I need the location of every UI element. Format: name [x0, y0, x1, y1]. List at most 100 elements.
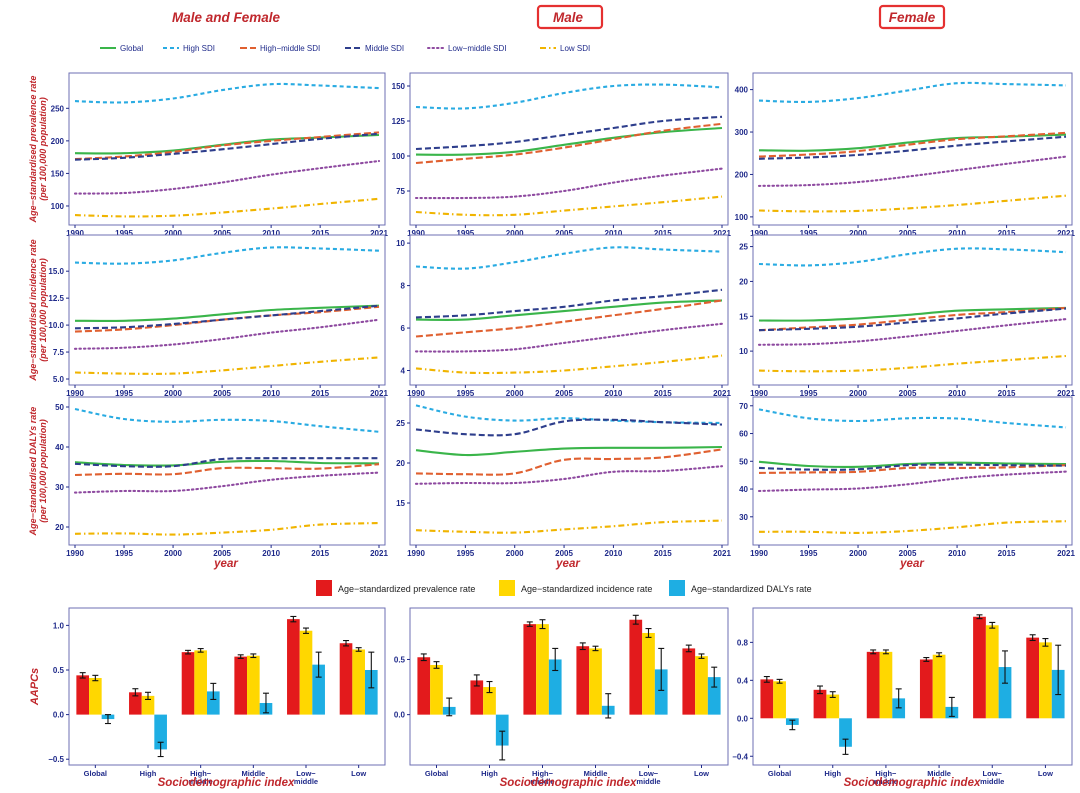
y-tick-label: 60 [739, 430, 748, 439]
x-tick-label: 1995 [456, 229, 474, 238]
x-tick-label: 2015 [311, 549, 329, 558]
bar-prevalence [339, 643, 353, 715]
series-line-middle-sdi [758, 135, 1067, 160]
category-label: Global [768, 769, 791, 778]
legend-item-low-sdi: Low SDI [540, 44, 590, 53]
x-tick-label: 2000 [506, 229, 524, 238]
bar-incidence [536, 624, 549, 715]
x-tick-label: 1990 [407, 389, 425, 398]
x-tick-label: 2005 [213, 389, 231, 398]
category-label: Low− [639, 769, 659, 778]
x-tick-label: 2015 [654, 389, 672, 398]
y-tick-label: 25 [396, 419, 405, 428]
series-line-low-middle-sdi [757, 470, 1068, 493]
bar-incidence [299, 630, 313, 715]
y-axis-label-DALYs: Age−standardised DALYs rate(per 100,000 … [28, 407, 48, 537]
line-panel-incidence-2: 10 15 20 25 1990 1995 2000 2005 2010 2015 2021 [739, 234, 1075, 398]
series-line-high-sdi [415, 83, 723, 110]
y-axis-label-line: (per 100,000 population) [38, 97, 48, 201]
x-tick-label: 1995 [115, 229, 133, 238]
y-axis-label-text: Age−standardised incidence rate(per 100,… [28, 239, 48, 381]
category-label: middle [294, 777, 318, 786]
line-legend: Global High SDI High−middle SDI Middle SDI L… [100, 44, 590, 53]
series-line-low-sdi [415, 519, 723, 534]
category-label: middle [980, 777, 1004, 786]
x-tick-label: 2000 [849, 389, 867, 398]
bar-group-low: Low [682, 644, 721, 778]
bar-legend-swatch [499, 580, 515, 596]
y-tick-label: 100 [735, 213, 749, 222]
y-tick-label: −0.4 [732, 752, 748, 761]
legend-item-high-middle-sdi: High−middle SDI [240, 44, 320, 53]
legend-label: Global [120, 44, 143, 53]
series-line-high-middle-sdi [415, 448, 723, 476]
x-tick-label: 2021 [370, 229, 388, 238]
series-line-high-sdi [758, 81, 1067, 104]
line-panel-DALYs-1: 15 20 25 1990 1995 2000 2005 2010 2015 2021 year [396, 396, 731, 570]
y-tick-label: 70 [739, 402, 748, 411]
series-line-low-middle-sdi [414, 322, 724, 353]
y-axis-label-text: Age−standardised DALYs rate(per 100,000 … [28, 407, 48, 537]
x-tick-label: 2021 [1057, 549, 1075, 558]
x-tick-label: 2010 [948, 549, 966, 558]
y-tick-label: 75 [396, 187, 405, 196]
y-tick-label: 20 [55, 523, 64, 532]
category-label: Low [351, 769, 366, 778]
y-axis-label-aapcs: AAPCs [29, 668, 41, 706]
y-tick-label: 7.5 [53, 348, 65, 357]
bar-incidence [826, 694, 840, 719]
series-line-middle-sdi [74, 304, 380, 330]
bar-group-middle: Middle [234, 653, 273, 778]
panel-frame [68, 396, 386, 546]
bar-prevalence [973, 616, 986, 719]
bar-incidence [1039, 642, 1052, 719]
x-tick-label: 2005 [899, 229, 917, 238]
x-tick-label: 2005 [213, 549, 231, 558]
category-label: Global [425, 769, 448, 778]
x-tick-label: 2015 [998, 229, 1016, 238]
y-tick-label: 0.8 [737, 638, 749, 647]
y-tick-label: 10 [396, 239, 405, 248]
legend-label: Middle SDI [365, 44, 404, 53]
x-axis-label: Sociodemographic index [500, 777, 637, 789]
series-line-low-sdi [74, 197, 380, 218]
y-tick-label: 4 [401, 367, 406, 376]
y-tick-label: 40 [55, 443, 64, 452]
panel-frame [752, 607, 1073, 766]
column-title-0: Male and Female [172, 10, 281, 25]
series-line-low-middle-sdi [73, 471, 381, 494]
category-label: Low− [983, 769, 1003, 778]
bar-group-high-middle: High−middle [866, 649, 906, 786]
x-tick-label: 2015 [654, 549, 672, 558]
x-tick-label: 1990 [407, 229, 425, 238]
category-label: middle [530, 777, 554, 786]
bar-prevalence [866, 651, 880, 719]
y-axis-label-text: AAPCs [29, 668, 41, 706]
x-tick-label: 2000 [849, 229, 867, 238]
x-tick-label: 1990 [750, 229, 768, 238]
bar-dalys [154, 714, 167, 750]
y-tick-label: 200 [735, 170, 749, 179]
series-line-low-sdi [415, 354, 723, 375]
y-tick-label: 0.0 [53, 711, 65, 720]
y-tick-label: 30 [739, 513, 748, 522]
x-tick-label: 2015 [311, 229, 329, 238]
y-axis-label-incidence: Age−standardised incidence rate(per 100,… [28, 239, 48, 381]
x-tick-label: 2010 [948, 229, 966, 238]
bar-prevalence [919, 659, 933, 719]
y-axis-label-line: Age−standardised DALYs rate [28, 407, 38, 537]
series-line-low-middle-sdi [414, 167, 724, 200]
y-axis-label-line: (per 100,000 population) [38, 419, 48, 523]
category-label: middle [874, 777, 898, 786]
bar-group-low-middle: Low−middle [287, 615, 325, 786]
category-label: Low− [296, 769, 316, 778]
x-tick-label: 2021 [713, 549, 731, 558]
series-line-low-sdi [758, 520, 1067, 534]
y-tick-label: 25 [739, 243, 748, 252]
category-label: middle [636, 777, 660, 786]
y-tick-label: 20 [739, 277, 748, 286]
x-tick-label: 2000 [164, 549, 182, 558]
x-tick-label: 2005 [555, 229, 573, 238]
bar-dalys [495, 714, 509, 746]
